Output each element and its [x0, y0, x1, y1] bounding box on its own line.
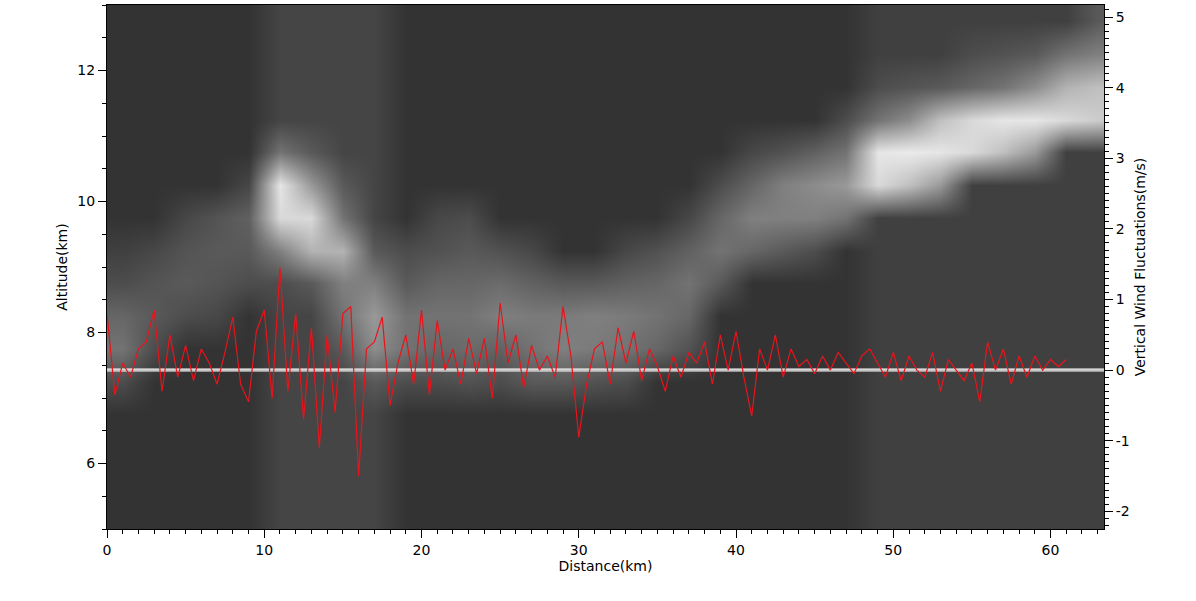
- svg-text:50: 50: [884, 542, 902, 558]
- svg-text:40: 40: [727, 542, 745, 558]
- svg-text:2: 2: [1116, 221, 1125, 237]
- svg-text:5: 5: [1116, 9, 1125, 25]
- svg-text:Vertical Wind Fluctuations(m/s: Vertical Wind Fluctuations(m/s): [1132, 158, 1148, 377]
- svg-text:6: 6: [86, 455, 95, 471]
- svg-text:10: 10: [77, 193, 95, 209]
- svg-text:-1: -1: [1116, 433, 1130, 449]
- svg-text:30: 30: [570, 542, 588, 558]
- svg-text:-2: -2: [1116, 503, 1130, 519]
- svg-text:8: 8: [86, 324, 95, 340]
- svg-text:4: 4: [1116, 80, 1125, 96]
- svg-text:12: 12: [77, 62, 95, 78]
- svg-text:Altitude(km): Altitude(km): [54, 223, 70, 310]
- svg-text:3: 3: [1116, 150, 1125, 166]
- svg-text:Distance(km): Distance(km): [559, 558, 653, 574]
- svg-text:0: 0: [103, 542, 112, 558]
- svg-text:20: 20: [413, 542, 431, 558]
- svg-text:10: 10: [255, 542, 273, 558]
- svg-text:60: 60: [1042, 542, 1060, 558]
- svg-text:0: 0: [1116, 362, 1125, 378]
- svg-text:1: 1: [1116, 291, 1125, 307]
